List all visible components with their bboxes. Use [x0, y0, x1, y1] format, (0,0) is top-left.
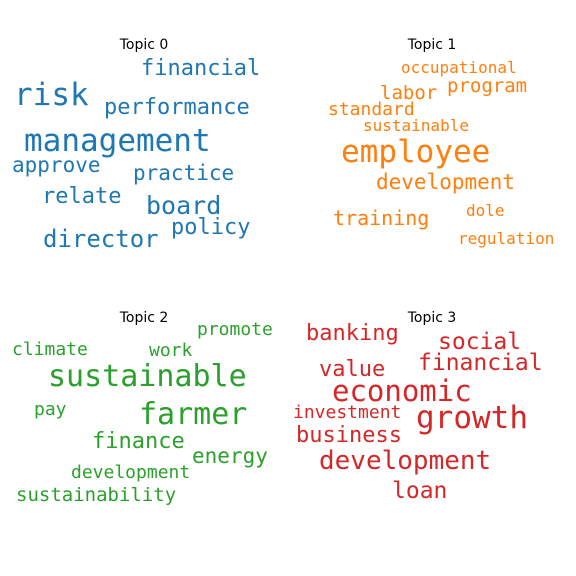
- topic-2-panel: Topic 2 promote climate work sustainable…: [0, 273, 288, 561]
- word-training: training: [333, 206, 430, 230]
- topic-0-panel: Topic 0 risk management financial perfor…: [0, 0, 288, 288]
- word-board: board: [146, 191, 222, 220]
- word-sustainable: sustainable: [363, 116, 469, 135]
- word-financial: financial: [418, 350, 543, 376]
- word-energy: energy: [192, 444, 268, 468]
- topic-1-panel: Topic 1 occupational labor program stand…: [288, 0, 576, 288]
- word-sustainable: sustainable: [48, 359, 247, 394]
- word-development: development: [319, 446, 492, 476]
- word-business: business: [296, 423, 402, 448]
- word-investment: investment: [293, 402, 402, 423]
- word-loan: loan: [392, 478, 448, 504]
- word-value: value: [319, 357, 386, 382]
- topic-1-title: Topic 1: [407, 37, 457, 53]
- word-growth: growth: [416, 400, 528, 436]
- word-sustainability: sustainability: [16, 484, 177, 506]
- word-economic: economic: [332, 374, 472, 408]
- word-employee: employee: [341, 134, 491, 170]
- word-policy: policy: [171, 215, 251, 240]
- word-promote: promote: [197, 319, 273, 340]
- word-banking: banking: [306, 321, 399, 346]
- word-program: program: [447, 75, 528, 97]
- word-work: work: [149, 340, 193, 361]
- word-risk: risk: [14, 77, 89, 113]
- word-standard: standard: [328, 99, 415, 120]
- topic-3-panel: Topic 3 banking social financial value e…: [288, 273, 576, 561]
- word-performance: performance: [104, 95, 250, 120]
- word-labor: labor: [380, 82, 438, 104]
- word-management: management: [24, 123, 211, 159]
- word-climate: climate: [12, 339, 88, 360]
- word-finance: finance: [92, 429, 185, 454]
- word-financial: financial: [141, 56, 261, 81]
- word-social: social: [438, 329, 522, 355]
- word-practice: practice: [133, 161, 235, 185]
- word-relate: relate: [42, 184, 122, 209]
- topic-0-title: Topic 0: [119, 37, 169, 53]
- word-development: development: [376, 170, 516, 194]
- word-farmer: farmer: [139, 397, 248, 432]
- word-occupational: occupational: [401, 58, 517, 77]
- word-director: director: [43, 225, 159, 253]
- word-development: development: [71, 462, 191, 483]
- word-regulation: regulation: [458, 229, 555, 248]
- word-pay: pay: [34, 399, 67, 420]
- word-approve: approve: [12, 153, 101, 177]
- topic-2-title: Topic 2: [119, 310, 169, 326]
- word-dole: dole: [466, 201, 505, 220]
- topic-3-title: Topic 3: [407, 310, 457, 326]
